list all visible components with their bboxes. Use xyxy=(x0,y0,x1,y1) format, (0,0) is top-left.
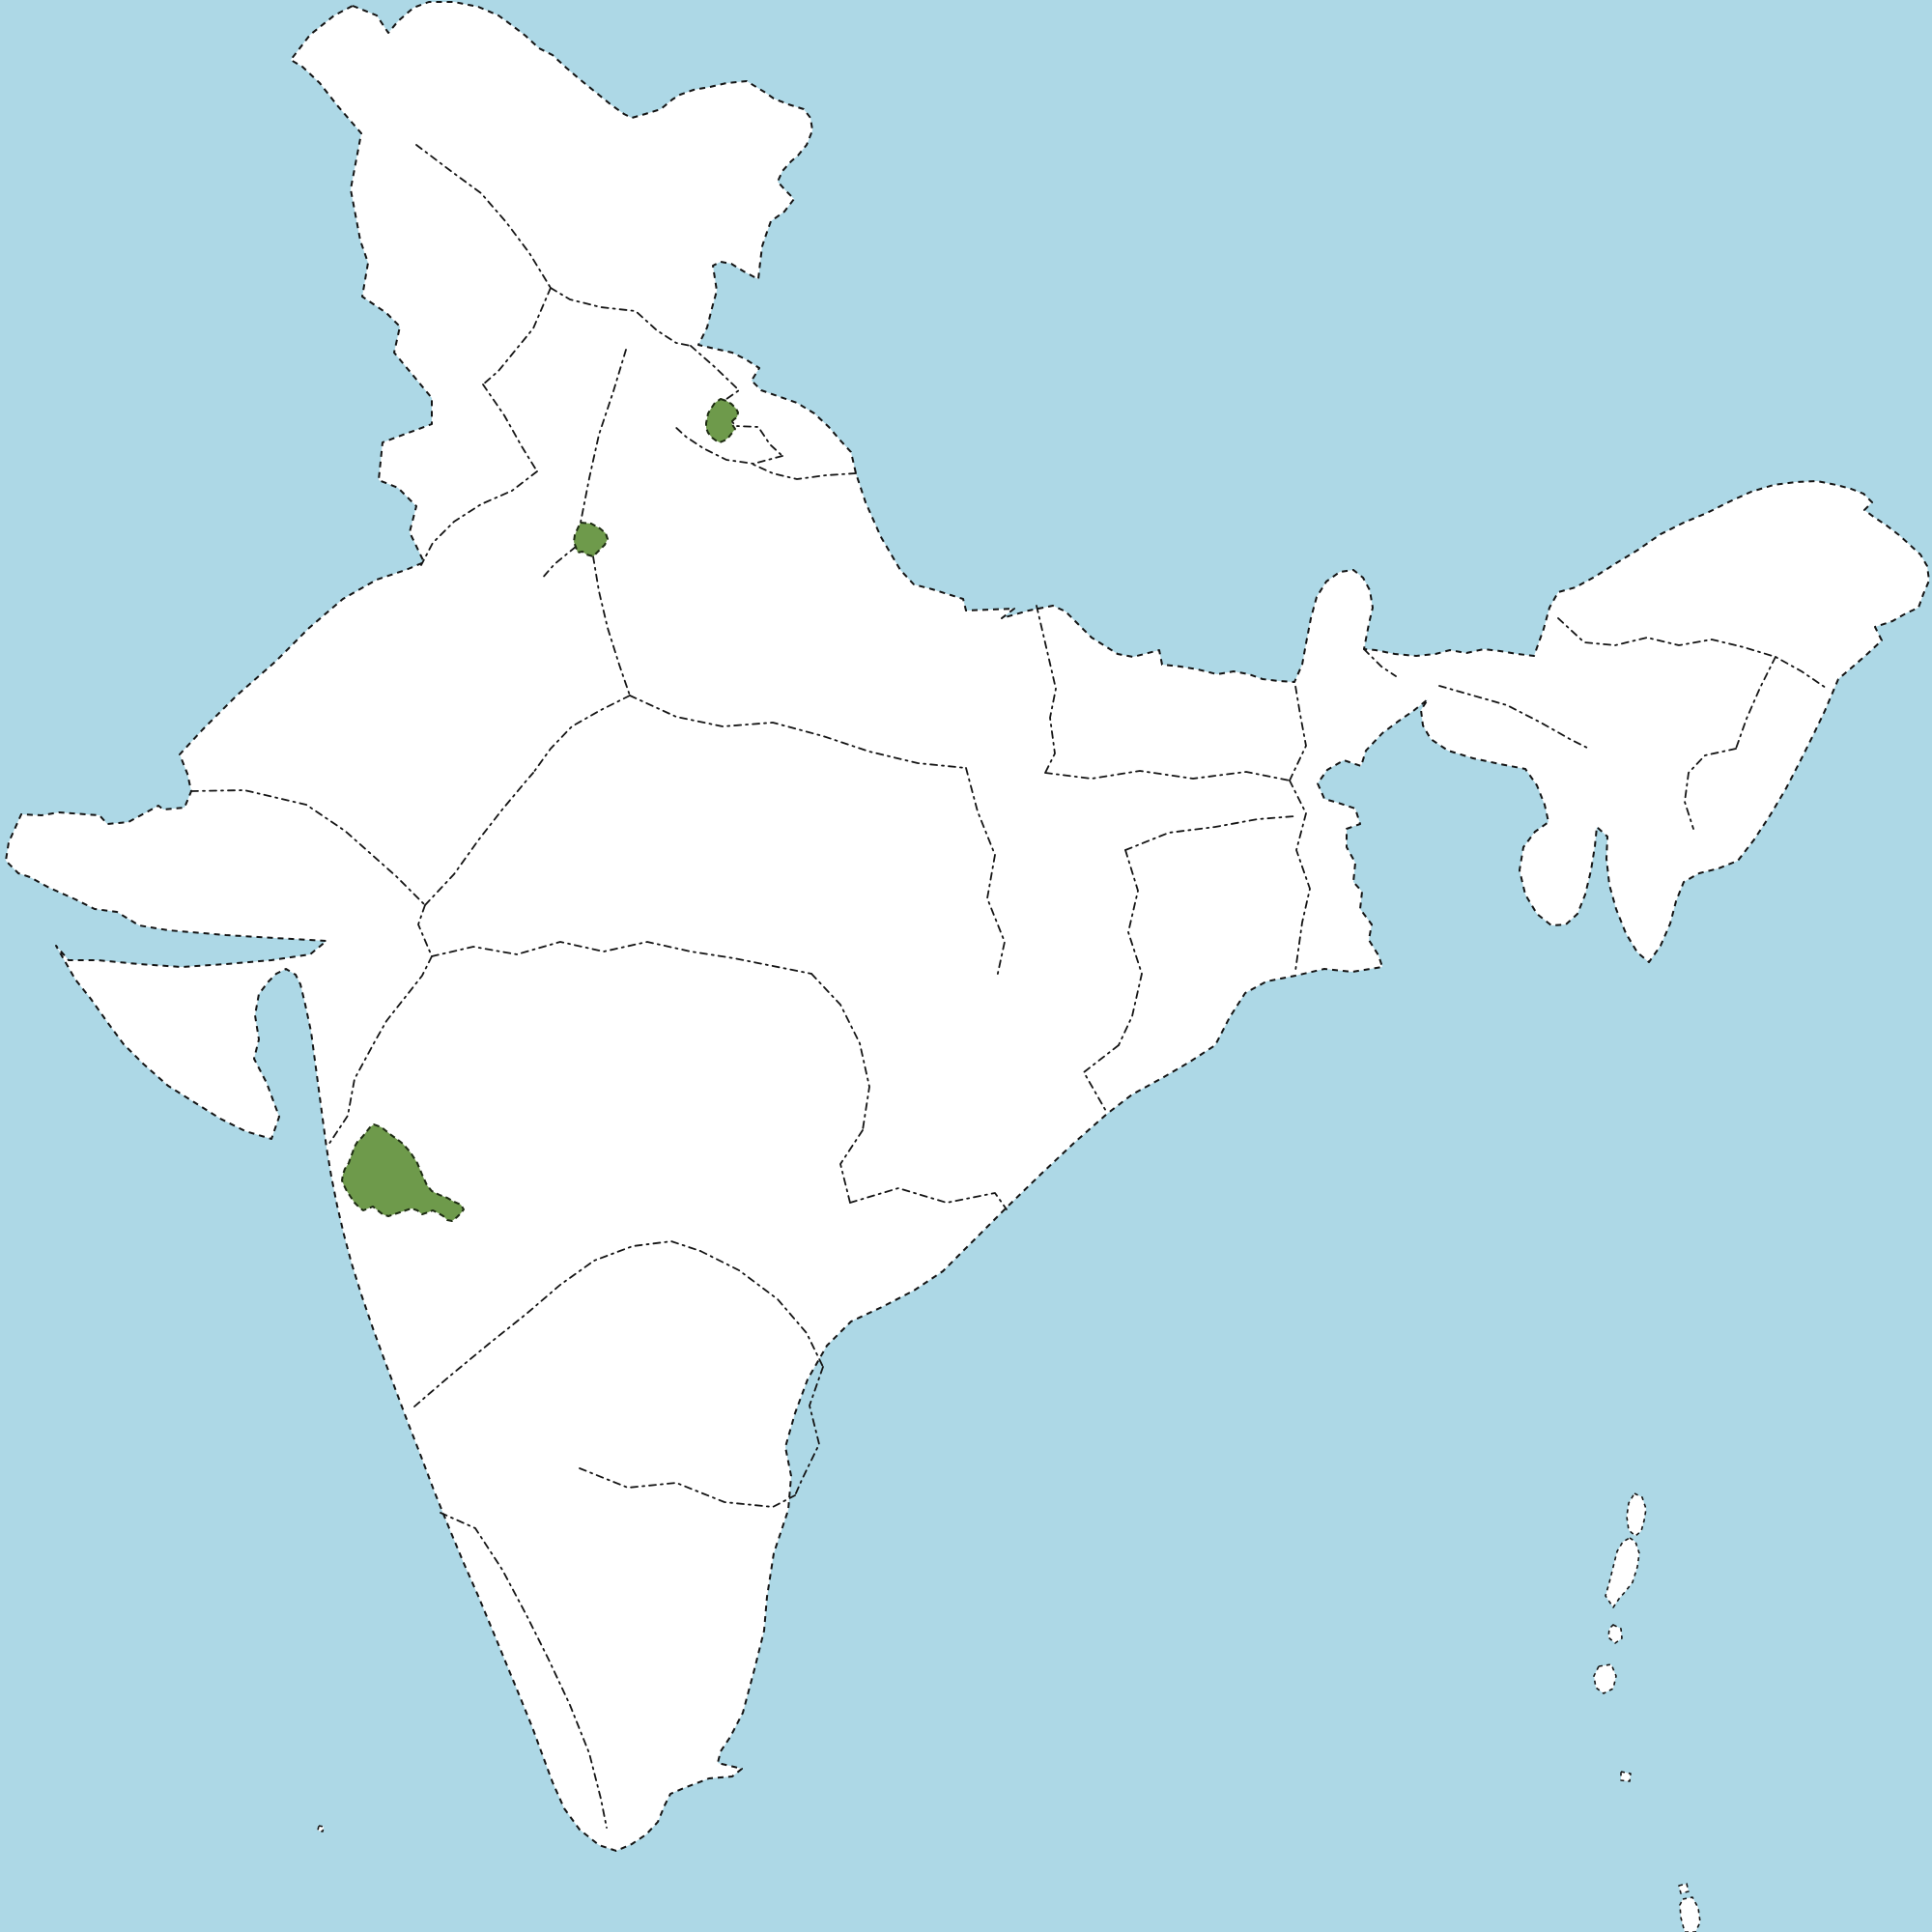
boundary-himachal-uttarakhand xyxy=(690,345,783,457)
boundary-maharashtra-karnataka xyxy=(413,1240,701,1407)
boundary-karnataka-telangana xyxy=(699,1250,824,1368)
boundary-jharkhand-odisha xyxy=(1124,815,1295,851)
highlighted-district-north-himalayan[interactable] xyxy=(705,398,739,443)
boundary-punjab-himachal xyxy=(482,287,552,385)
north-andaman-island xyxy=(1626,1492,1647,1537)
india-landmass xyxy=(5,1,1930,1932)
boundary-punjab-haryana xyxy=(482,384,538,472)
boundary-delhi-south-continuation xyxy=(592,555,631,696)
boundary-uttarakhand-nepal-corner xyxy=(751,463,857,480)
boundary-maharashtra-telangana xyxy=(839,1129,864,1204)
state-boundaries xyxy=(190,144,1827,1829)
nicobar-small-island xyxy=(1678,1883,1690,1894)
boundary-jammu-kashmir-internal xyxy=(415,144,552,289)
highlighted-district-west-deccan[interactable] xyxy=(341,1123,465,1222)
boundary-manipur xyxy=(1684,748,1737,830)
boundary-haryana-rajasthan xyxy=(420,470,538,566)
boundary-assam-nagaland xyxy=(1735,656,1776,750)
boundary-haryana-up-yamuna xyxy=(580,349,627,524)
boundary-up-mp xyxy=(629,695,967,769)
south-andaman-tail-island xyxy=(1607,1624,1623,1644)
boundary-wb-assam-neck xyxy=(1363,648,1397,677)
boundary-rajasthan-east xyxy=(532,695,631,774)
boundary-assam-arunachal xyxy=(1557,617,1827,689)
boundary-karnataka-tn xyxy=(579,1467,796,1508)
boundary-gujarat-rajasthan xyxy=(190,789,426,906)
highlighted-district-delhi-area[interactable] xyxy=(573,522,609,557)
boundary-bihar-wb xyxy=(1289,685,1307,781)
boundary-maharashtra-chhattisgarh xyxy=(810,973,870,1131)
boundary-chhattisgarh-odisha xyxy=(1118,849,1143,1046)
andaman-nicobar-islands xyxy=(317,1492,1701,1932)
little-andaman-island xyxy=(1593,1663,1617,1694)
india-mainland-outline xyxy=(5,1,1930,1852)
lakshadweep-speck xyxy=(317,1825,325,1833)
boundary-odisha-andhra xyxy=(1083,1044,1120,1114)
boundary-mp-chhattisgarh xyxy=(965,767,1006,979)
boundary-jk-himachal xyxy=(550,287,692,347)
boundary-gujarat-maharashtra xyxy=(327,904,433,1146)
great-nicobar-island xyxy=(1679,1896,1701,1932)
boundary-karnataka-andhra-tn xyxy=(794,1366,824,1496)
middle-south-andaman-island xyxy=(1605,1537,1640,1608)
boundary-assam-meghalaya xyxy=(1438,685,1590,750)
boundary-bihar-jharkhand xyxy=(1044,770,1291,781)
boundary-rajasthan-mp-gujarat xyxy=(424,772,534,906)
boundary-up-bihar xyxy=(1036,605,1057,774)
car-nicobar-island xyxy=(1620,1771,1632,1782)
boundary-jharkhand-wb xyxy=(1289,780,1311,972)
boundary-uttarakhand-up xyxy=(672,424,783,465)
boundary-kerala-tn xyxy=(440,1512,608,1829)
boundary-delhi-west-spur xyxy=(540,546,577,581)
highlighted-districts xyxy=(341,398,739,1222)
